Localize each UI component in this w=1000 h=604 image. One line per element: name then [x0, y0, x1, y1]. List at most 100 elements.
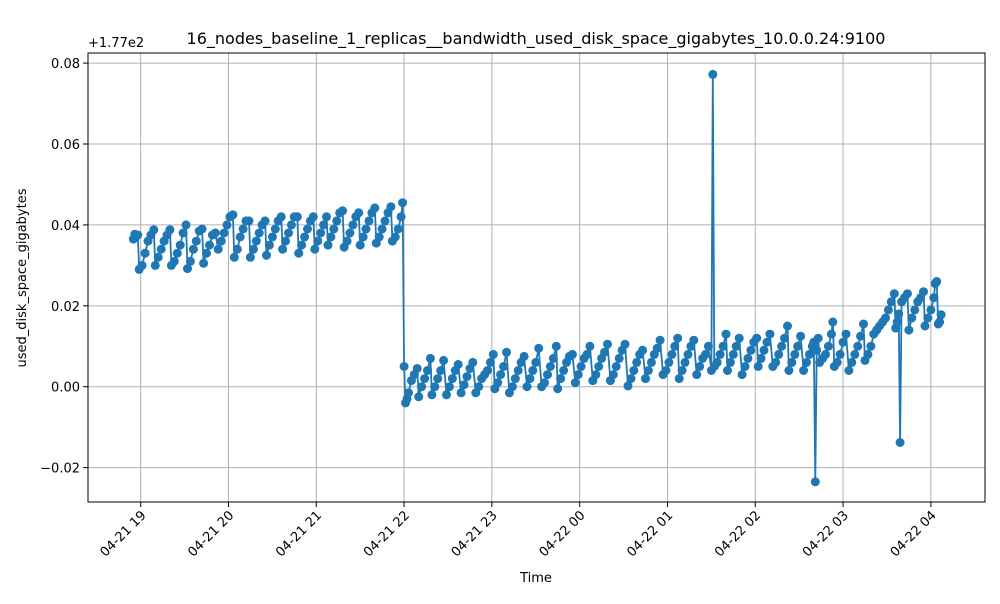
data-point	[308, 212, 318, 222]
data-point	[594, 362, 604, 371]
data-point	[777, 341, 787, 351]
data-point	[910, 305, 920, 315]
data-point	[886, 297, 896, 307]
data-point	[199, 258, 209, 268]
data-point	[655, 335, 665, 345]
data-point	[393, 224, 403, 234]
data-point	[493, 378, 503, 388]
data-point	[695, 362, 705, 371]
data-point	[286, 220, 296, 230]
data-point	[377, 224, 387, 234]
data-point	[780, 333, 789, 343]
data-point	[611, 362, 621, 371]
data-point	[740, 362, 750, 371]
data-point	[229, 252, 239, 262]
data-point	[235, 232, 245, 242]
data-point	[332, 216, 342, 226]
data-point	[746, 345, 756, 355]
data-point	[904, 325, 914, 335]
data-point	[591, 370, 601, 380]
data-point	[626, 374, 636, 384]
data-point	[513, 366, 523, 375]
chart-title: 16_nodes_baseline_1_replicas__bandwidth_…	[187, 29, 886, 49]
data-point	[790, 349, 800, 359]
data-point	[297, 240, 307, 250]
data-point	[570, 378, 580, 388]
data-point	[892, 317, 902, 327]
plot-data	[128, 69, 946, 487]
data-point	[737, 370, 747, 380]
data-point	[245, 252, 255, 262]
data-point	[895, 438, 905, 447]
data-point	[442, 390, 451, 400]
data-point	[462, 372, 472, 382]
data-point	[725, 357, 735, 367]
data-point	[765, 329, 775, 339]
data-point	[213, 244, 223, 254]
data-point	[810, 477, 820, 487]
data-point	[680, 357, 690, 367]
data-point	[181, 220, 191, 230]
data-point	[835, 349, 845, 359]
data-point	[721, 329, 731, 339]
data-point	[294, 248, 304, 258]
data-point	[844, 366, 854, 375]
data-point	[165, 225, 175, 235]
data-point	[576, 362, 586, 371]
data-point	[425, 353, 435, 363]
data-point	[507, 382, 517, 392]
data-point	[673, 333, 683, 343]
data-point	[936, 310, 946, 320]
data-point	[150, 260, 160, 270]
data-point	[545, 362, 555, 371]
data-point	[361, 224, 371, 234]
data-point	[689, 335, 699, 345]
y-tick-label: 0.08	[51, 57, 80, 72]
data-point	[734, 333, 744, 343]
data-point	[474, 382, 484, 392]
data-point	[396, 212, 406, 222]
data-point	[254, 228, 264, 238]
data-point	[380, 216, 390, 226]
data-point	[551, 341, 561, 351]
data-point	[270, 224, 280, 234]
data-point	[404, 388, 413, 398]
data-point	[638, 345, 648, 355]
data-point	[238, 224, 248, 234]
data-point	[262, 250, 271, 260]
data-point	[752, 333, 762, 343]
data-point	[284, 228, 293, 238]
data-point	[319, 220, 329, 230]
data-point	[140, 248, 150, 258]
data-point	[453, 360, 463, 369]
data-point	[753, 362, 763, 371]
data-point	[902, 289, 912, 299]
data-point	[137, 260, 147, 270]
data-point	[326, 232, 336, 242]
data-point	[935, 317, 945, 327]
data-point	[329, 224, 339, 234]
data-point	[573, 370, 583, 380]
data-point	[485, 357, 495, 367]
data-point	[643, 366, 653, 375]
data-point	[863, 349, 873, 359]
data-point	[847, 357, 857, 367]
data-point	[185, 256, 195, 266]
data-point	[427, 390, 437, 400]
data-point	[444, 382, 454, 392]
data-point	[423, 366, 432, 375]
data-point	[345, 228, 355, 238]
data-point	[850, 349, 860, 359]
data-point	[641, 374, 650, 384]
data-point	[652, 343, 662, 353]
data-point	[881, 313, 890, 323]
data-point	[646, 357, 656, 367]
data-point	[703, 341, 713, 351]
data-point	[276, 212, 286, 222]
data-point	[188, 244, 198, 254]
data-point	[715, 349, 725, 359]
data-point	[859, 319, 868, 329]
data-point	[251, 236, 261, 246]
data-point	[787, 357, 797, 367]
